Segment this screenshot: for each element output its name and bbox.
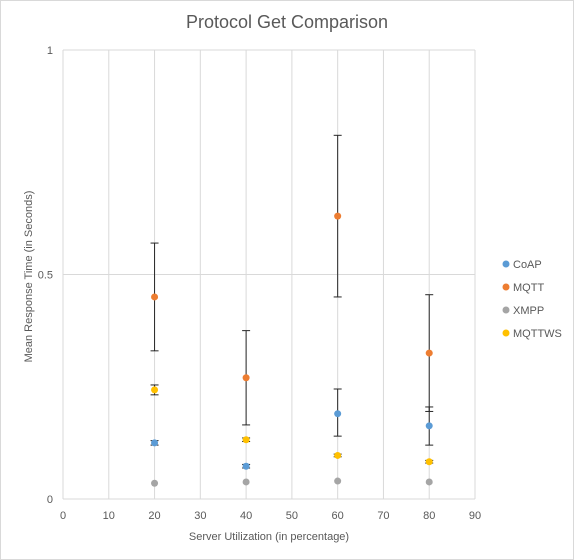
- legend-marker-coap: [502, 260, 510, 268]
- x-tick-label: 50: [286, 510, 298, 522]
- legend-label-xmpp: XMPP: [513, 305, 544, 317]
- x-tick-label: 70: [377, 510, 389, 522]
- point-xmpp: [334, 477, 342, 485]
- data-points: [151, 212, 433, 487]
- x-tick-label: 20: [148, 510, 160, 522]
- x-tick-label: 60: [332, 510, 344, 522]
- x-tick-label: 0: [60, 510, 66, 522]
- y-axis-ticks: 00.51: [38, 45, 53, 506]
- point-mqtt: [425, 349, 433, 357]
- x-axis-ticks: 0 10 20 30 40 50 60 70 80 90: [60, 510, 481, 522]
- point-xmpp: [242, 478, 250, 486]
- legend-label-mqtt: MQTT: [513, 282, 544, 294]
- chart-title: Protocol Get Comparison: [185, 12, 389, 32]
- point-mqttws: [334, 451, 342, 459]
- point-mqtt: [334, 212, 342, 220]
- y-tick-label: 0.5: [38, 270, 53, 282]
- point-xmpp: [151, 479, 159, 487]
- x-tick-label: 90: [469, 510, 481, 522]
- x-tick-label: 40: [240, 510, 252, 522]
- y-tick-label: 0: [47, 494, 53, 506]
- x-axis-title: Server Utilization (in percentage): [189, 531, 349, 543]
- x-tick-label: 10: [103, 510, 115, 522]
- point-coap: [425, 422, 433, 430]
- legend-marker-mqtt: [502, 283, 510, 291]
- y-tick-label: 1: [47, 45, 53, 57]
- point-coap: [334, 410, 342, 418]
- point-mqttws: [425, 458, 433, 466]
- point-coap: [151, 439, 159, 447]
- point-mqttws: [151, 386, 159, 394]
- x-tick-label: 80: [423, 510, 435, 522]
- point-coap: [242, 462, 250, 470]
- legend-label-mqttws: MQTTWS: [513, 328, 562, 340]
- point-mqtt: [242, 374, 250, 382]
- y-axis-title: Mean Response Time (in Seconds): [23, 191, 35, 363]
- legend-label-coap: CoAP: [513, 259, 542, 271]
- point-mqttws: [242, 436, 250, 444]
- point-mqtt: [151, 293, 159, 301]
- point-xmpp: [425, 478, 433, 486]
- x-tick-label: 30: [194, 510, 206, 522]
- legend: CoAP MQTT XMPP MQTTWS: [502, 259, 562, 340]
- legend-marker-xmpp: [502, 306, 510, 314]
- legend-marker-mqttws: [502, 329, 510, 337]
- gridlines: [62, 49, 476, 500]
